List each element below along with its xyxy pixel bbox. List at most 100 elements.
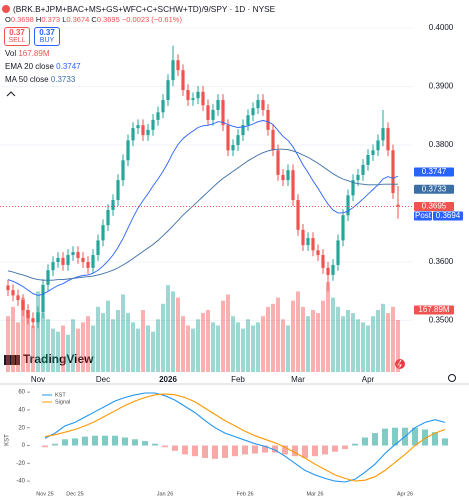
brand-logo [4, 355, 20, 365]
candle-body [251, 108, 255, 116]
candle-body [161, 100, 165, 113]
histogram-bar [382, 428, 388, 446]
candle-body [71, 252, 75, 256]
candle-body [271, 129, 275, 151]
volume-bar [11, 306, 15, 372]
y-axis-label: KST [5, 434, 11, 446]
candle-body [136, 125, 140, 129]
y-tick-label: 0.3600 [429, 257, 454, 266]
candle-body [51, 262, 55, 271]
histogram-bar [82, 436, 88, 446]
change-percent: (−0.61%) [151, 15, 182, 24]
volume-bar [111, 319, 115, 372]
candle-body [11, 290, 15, 296]
x-tick-label: Dec 25 [66, 491, 83, 497]
candle-body [266, 109, 270, 130]
volume-bar [246, 319, 250, 372]
histogram-bar [222, 445, 228, 458]
y-tick-label: 20 [18, 425, 25, 431]
volume-bar [381, 303, 385, 372]
volume-bar [306, 316, 310, 372]
change-value: −0.0023 [121, 15, 150, 24]
volume-bar [71, 319, 75, 372]
candle-body [206, 105, 210, 120]
candle-body [156, 112, 160, 120]
buy-price: 0.37 [39, 28, 55, 37]
sell-button[interactable]: 0.37 SELL [4, 27, 30, 46]
volume-legend: Vol 167.89M [5, 49, 50, 59]
histogram-bar [372, 433, 378, 446]
alert-icon[interactable] [395, 359, 405, 369]
volume-bar [86, 316, 90, 372]
post-price-box [433, 211, 463, 221]
ema-name: EMA 20 close [5, 62, 54, 71]
close-letter: C [91, 15, 97, 24]
histogram-bar [432, 432, 438, 446]
volume-bar [201, 313, 205, 372]
volume-bar [116, 310, 120, 372]
candle-body [91, 255, 95, 268]
histogram-bar [272, 445, 278, 453]
histogram-bar [62, 439, 68, 446]
volume-bar [266, 306, 270, 372]
candle-body [296, 200, 300, 230]
volume-value: 167.89M [18, 49, 50, 58]
histogram-bar [102, 435, 108, 446]
y-tick-label: -20 [16, 461, 25, 467]
volume-bar [131, 322, 135, 372]
y-tick-label: 0.3900 [429, 82, 454, 91]
x-tick-label: Nov [31, 375, 45, 384]
histogram-bar [312, 445, 318, 457]
volume-bar [326, 282, 330, 372]
histogram-bar [122, 437, 128, 446]
histogram-bar [392, 427, 398, 446]
volume-bar [156, 319, 160, 372]
candle-body [111, 200, 115, 210]
volume-bar [31, 325, 35, 372]
histogram-bar [342, 445, 348, 450]
candle-body [391, 150, 395, 194]
histogram-bar [152, 443, 158, 446]
candle-body [256, 100, 260, 109]
volume-bar [6, 316, 10, 372]
candle-body [221, 100, 225, 126]
candle-body [326, 267, 330, 275]
volume-bar [181, 316, 185, 372]
candle-body [166, 80, 170, 101]
y-tick-label: 60 [18, 390, 25, 396]
histogram-bar [232, 445, 238, 457]
buy-button[interactable]: 0.37 BUY [34, 27, 60, 46]
volume-bar [211, 322, 215, 372]
volume-bar [121, 294, 125, 372]
candle-body [191, 98, 195, 101]
x-tick-label: Nov 25 [36, 491, 53, 497]
histogram-bar [112, 435, 118, 446]
histogram-bar [262, 445, 268, 453]
ma-legend: MA 50 close 0.3733 [5, 75, 75, 85]
candle-body [41, 284, 45, 313]
volume-bar [81, 322, 85, 372]
ma-line [7, 120, 399, 296]
ma-price-tag: 0.3733 [422, 184, 447, 193]
volume-bar [51, 328, 55, 372]
volume-bar [396, 319, 400, 372]
candle-body [171, 60, 175, 81]
candle-body [186, 90, 190, 101]
candle-body [281, 174, 285, 181]
histogram-bar [302, 445, 308, 458]
volume-bar [126, 313, 130, 372]
volume-tag: 167.89M [418, 305, 449, 314]
volume-bar [206, 310, 210, 372]
x-tick-label: Jan 26 [157, 491, 174, 497]
histogram-bar [412, 427, 418, 446]
histogram-bar [92, 435, 98, 446]
candle-body [376, 140, 380, 151]
volume-bar [16, 322, 20, 372]
volume-bar [221, 300, 225, 372]
volume-bar [386, 313, 390, 372]
collapse-chevron[interactable] [6, 91, 16, 97]
volume-bar [46, 319, 50, 372]
candle-body [261, 100, 265, 110]
settings-icon[interactable] [448, 374, 456, 382]
